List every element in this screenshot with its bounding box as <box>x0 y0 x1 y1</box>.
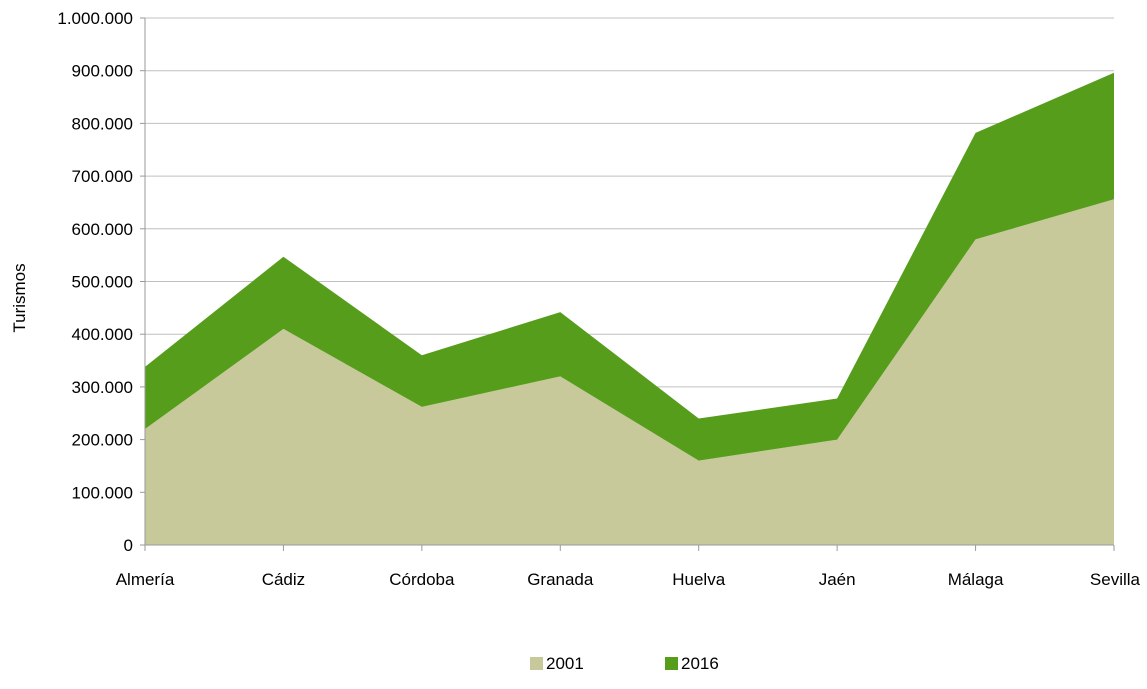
legend: 2001 2016 <box>530 654 719 673</box>
x-tick-label: Huelva <box>672 570 725 589</box>
y-tick-label: 600.000 <box>72 220 133 239</box>
y-tick-label: 700.000 <box>72 167 133 186</box>
x-tick-label: Granada <box>527 570 594 589</box>
x-tick-label: Málaga <box>948 570 1004 589</box>
y-axis-title: Turismos <box>10 263 29 332</box>
y-tick-label: 500.000 <box>72 273 133 292</box>
plot-areas <box>145 72 1114 545</box>
x-tick-label: Jaén <box>819 570 856 589</box>
y-tick-label: 300.000 <box>72 378 133 397</box>
legend-swatch-2016 <box>665 657 678 670</box>
legend-label-2001: 2001 <box>546 654 584 673</box>
y-tick-label: 0 <box>124 536 133 555</box>
legend-swatch-2001 <box>530 657 543 670</box>
y-tick-labels: 0 100.000 200.000 300.000 400.000 500.000 600.… <box>57 9 133 555</box>
y-tick-label: 100.000 <box>72 483 133 502</box>
x-tick-label: Cádiz <box>262 570 305 589</box>
y-tick-label: 1.000.000 <box>57 9 133 28</box>
x-tick-label: Almería <box>116 570 175 589</box>
x-tick-label: Sevilla <box>1090 570 1141 589</box>
x-tick-labels: Almería Cádiz Córdoba Granada Huelva Jaén Mála… <box>116 570 1141 589</box>
area-series-2001 <box>145 199 1114 545</box>
legend-label-2016: 2016 <box>681 654 719 673</box>
x-tick-label: Córdoba <box>389 570 455 589</box>
y-tick-label: 400.000 <box>72 325 133 344</box>
y-tick-label: 900.000 <box>72 62 133 81</box>
y-tick-label: 200.000 <box>72 431 133 450</box>
axes <box>140 17 1115 551</box>
area-series-2016 <box>145 72 1114 461</box>
y-tick-label: 800.000 <box>72 114 133 133</box>
